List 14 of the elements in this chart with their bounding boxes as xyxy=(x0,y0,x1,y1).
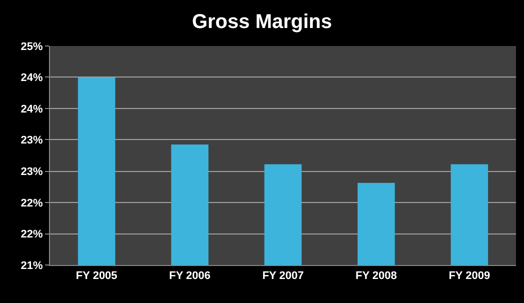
y-tick-label: 25% xyxy=(20,40,44,53)
y-tick-label: 24% xyxy=(20,103,44,116)
y-tick-label: 22% xyxy=(20,197,44,210)
x-tick-label: FY 2009 xyxy=(448,270,490,282)
x-tick-label: FY 2005 xyxy=(76,270,118,282)
x-tick-label: FY 2008 xyxy=(356,270,397,282)
y-tick-label: 24% xyxy=(20,72,44,84)
y-tick-label: 21% xyxy=(20,260,44,272)
x-tick-label: FY 2006 xyxy=(169,270,210,282)
y-tick-label: 23% xyxy=(20,134,44,146)
y-tick-label: 23% xyxy=(20,166,44,178)
y-tick-label: 22% xyxy=(20,228,44,241)
chart-title: Gross Margins xyxy=(192,11,332,34)
x-tick-label: FY 2007 xyxy=(262,270,304,282)
